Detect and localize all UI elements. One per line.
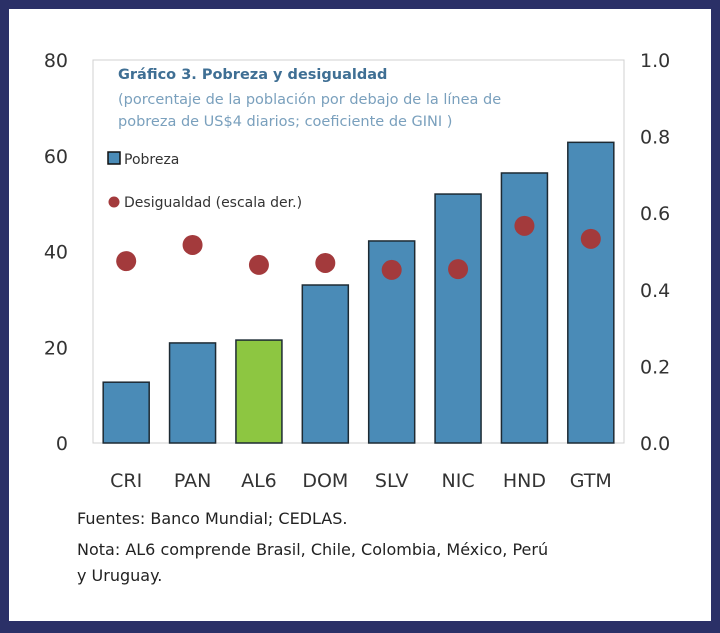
- bar-pan: [168, 342, 217, 444]
- y2-tick-label: 0.8: [640, 127, 670, 149]
- y2-tick-label: 0.0: [640, 433, 670, 455]
- y2-tick-label: 0.4: [640, 280, 670, 302]
- dot-slv: [381, 259, 402, 280]
- dot-nic: [448, 259, 469, 280]
- y-tick-label: 0: [56, 433, 68, 455]
- x-tick-label: CRI: [110, 470, 142, 492]
- bar-gtm: [567, 141, 615, 444]
- y2-tick-label: 1.0: [640, 50, 670, 72]
- dot-hnd: [514, 215, 535, 236]
- note-line-2: y Uruguay.: [77, 566, 163, 585]
- chart-subtitle: (porcentaje de la población por debajo d…: [118, 92, 501, 108]
- y-tick-label: 20: [44, 337, 68, 359]
- x-tick-label: SLV: [375, 470, 409, 492]
- x-tick-label: PAN: [174, 470, 211, 492]
- bar-nic: [434, 193, 482, 444]
- dot-gtm: [580, 228, 601, 249]
- y-tick-label: 40: [44, 242, 68, 264]
- x-tick-label: GTM: [570, 470, 612, 492]
- y-tick-label: 80: [44, 50, 68, 72]
- bar-hnd: [500, 172, 549, 444]
- plot-area: [92, 59, 625, 444]
- sources-note: Fuentes: Banco Mundial; CEDLAS.: [77, 509, 348, 528]
- chart-title: Gráfico 3. Pobreza y desigualdad: [118, 67, 387, 83]
- dot-pan: [182, 234, 203, 255]
- y2-tick-label: 0.6: [640, 203, 670, 225]
- dot-cri: [116, 251, 137, 272]
- bar-cri: [102, 381, 150, 444]
- x-tick-label: AL6: [241, 470, 277, 492]
- legend-label-pobreza: Pobreza: [124, 152, 179, 168]
- chart-subtitle: pobreza de US$4 diarios; coeficiente de …: [118, 114, 452, 130]
- legend-bar-swatch: [107, 151, 121, 165]
- dot-dom: [315, 252, 336, 273]
- y2-tick-label: 0.2: [640, 356, 670, 378]
- x-tick-label: NIC: [442, 470, 475, 492]
- legend-dot-swatch: [108, 196, 120, 208]
- dot-al6: [248, 254, 269, 275]
- note-line-1: Nota: AL6 comprende Brasil, Chile, Colom…: [77, 540, 549, 559]
- y-tick-label: 60: [44, 146, 68, 168]
- legend-label-desigualdad: Desigualdad (escala der.): [124, 195, 302, 211]
- bar-dom: [301, 284, 350, 444]
- bar-al6: [235, 339, 283, 444]
- x-tick-label: HND: [503, 470, 546, 492]
- x-tick-label: DOM: [302, 470, 348, 492]
